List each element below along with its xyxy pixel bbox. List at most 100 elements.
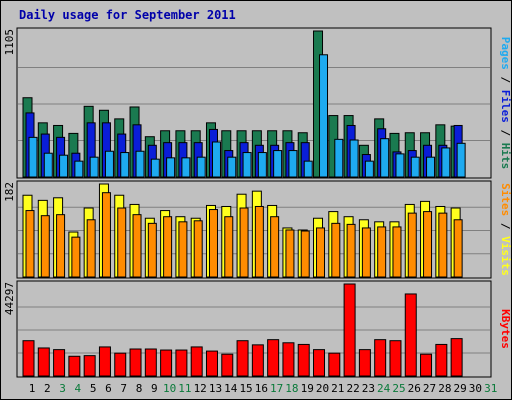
x-tick-label-day-13: 13 [209, 382, 222, 395]
bar-pages-day-12 [196, 156, 206, 178]
bar-pages-day-9 [150, 158, 160, 178]
bar-kbytes-day-15 [236, 340, 249, 377]
bar-kbytes-day-25 [389, 340, 402, 377]
x-tick-label-day-2: 2 [44, 382, 51, 395]
bar-sites-day-16 [254, 205, 264, 278]
bar-pages-day-8 [135, 150, 145, 178]
x-tick-label-day-1: 1 [29, 382, 36, 395]
legend-separator: / [499, 216, 512, 236]
x-tick-label-day-12: 12 [194, 382, 207, 395]
bar-sites-day-11 [178, 221, 188, 278]
bar-pages-day-24 [380, 138, 390, 178]
x-tick-label-day-11: 11 [178, 382, 191, 395]
bar-sites-day-17 [270, 216, 280, 278]
bar-pages-day-10 [166, 157, 176, 178]
bar-pages-day-1 [28, 136, 38, 178]
legend-separator: / [499, 70, 512, 90]
x-tick-label-day-27: 27 [423, 382, 436, 395]
bar-sites-day-15 [239, 207, 249, 278]
legend-entry-pages: Pages [499, 37, 512, 70]
bar-pages-day-15 [242, 152, 252, 178]
x-tick-label-day-3: 3 [59, 382, 66, 395]
bar-kbytes-day-23 [358, 349, 371, 377]
bar-sites-day-14 [224, 216, 234, 278]
x-tick-label-day-22: 22 [346, 382, 359, 395]
bar-kbytes-day-4 [68, 355, 81, 377]
bar-sites-day-9 [147, 222, 157, 278]
bar-kbytes-day-28 [435, 343, 448, 377]
bar-sites-day-19 [300, 230, 310, 278]
bar-kbytes-day-1 [22, 340, 35, 377]
x-tick-label-day-19: 19 [301, 382, 314, 395]
bar-pages-day-29 [456, 142, 466, 178]
x-tick-label-day-8: 8 [136, 382, 143, 395]
bar-pages-day-19 [303, 160, 313, 178]
x-tick-label-day-9: 9 [151, 382, 158, 395]
bar-kbytes-day-6 [98, 346, 111, 377]
x-tick-label-day-18: 18 [285, 382, 298, 395]
x-tick-label-day-26: 26 [408, 382, 421, 395]
bar-kbytes-day-21 [328, 352, 341, 377]
bar-sites-day-26 [407, 212, 417, 278]
bar-kbytes-day-18 [282, 342, 295, 377]
bar-pages-day-27 [426, 156, 436, 178]
x-tick-label-day-17: 17 [270, 382, 283, 395]
bar-pages-day-17 [273, 150, 283, 178]
bar-sites-day-12 [193, 220, 203, 278]
bar-pages-day-7 [120, 152, 130, 178]
bar-kbytes-day-14 [221, 353, 234, 377]
x-tick-label-day-15: 15 [239, 382, 252, 395]
x-tick-label-day-14: 14 [224, 382, 238, 395]
bar-sites-day-13 [208, 209, 218, 278]
x-tick-label-day-24: 24 [377, 382, 391, 395]
bar-pages-day-11 [181, 157, 191, 178]
bar-pages-day-5 [89, 156, 99, 178]
bar-pages-day-22 [349, 139, 359, 178]
legend-entry-visits: Visits [499, 236, 512, 276]
bar-kbytes-day-26 [404, 293, 417, 377]
bar-kbytes-day-20 [313, 349, 326, 377]
x-tick-label-day-20: 20 [316, 382, 329, 395]
x-tick-label-day-29: 29 [454, 382, 467, 395]
bar-kbytes-day-27 [420, 353, 433, 377]
bar-pages-day-26 [410, 156, 420, 178]
x-tick-label-day-21: 21 [331, 382, 344, 395]
bar-sites-day-1 [25, 210, 35, 278]
bar-kbytes-day-10 [160, 349, 173, 377]
bar-sites-day-27 [423, 211, 433, 278]
bar-sites-day-3 [56, 214, 66, 278]
bar-pages-day-23 [364, 160, 374, 178]
x-tick-label-day-6: 6 [105, 382, 112, 395]
legend-kbytes: KBytes [499, 309, 512, 349]
bar-kbytes-day-16 [251, 344, 264, 377]
bar-sites-day-5 [86, 219, 96, 278]
bar-sites-day-20 [316, 227, 326, 278]
legend-entry-sites: Sites [499, 183, 512, 216]
bar-kbytes-day-29 [450, 338, 463, 377]
bar-kbytes-day-9 [144, 348, 157, 377]
bar-pages-day-13 [211, 141, 221, 178]
bar-sites-day-29 [453, 219, 463, 278]
legend-separator: / [499, 123, 512, 143]
legend-entry-kbytes: KBytes [499, 309, 512, 349]
bar-kbytes-day-24 [374, 339, 387, 377]
bar-kbytes-day-13 [205, 350, 218, 377]
x-tick-label-day-31: 31 [484, 382, 497, 395]
y-axis-max-label: 44297 [3, 282, 16, 315]
bar-kbytes-day-7 [114, 352, 127, 377]
bar-sites-day-7 [117, 207, 127, 278]
bar-kbytes-day-19 [297, 343, 310, 377]
bar-pages-day-2 [43, 152, 53, 178]
x-tick-label-day-25: 25 [392, 382, 405, 395]
bar-pages-day-25 [395, 153, 405, 178]
bar-kbytes-day-8 [129, 348, 142, 377]
bar-sites-day-18 [285, 229, 295, 278]
bar-pages-day-6 [104, 150, 114, 178]
legend-entry-hits: Hits [499, 143, 512, 170]
x-tick-label-day-7: 7 [120, 382, 127, 395]
bar-sites-day-8 [132, 214, 142, 278]
bar-sites-day-21 [331, 222, 341, 278]
legend-visits-sites: Sites / Visits [499, 183, 512, 276]
x-tick-label-day-28: 28 [438, 382, 451, 395]
x-tick-label-day-23: 23 [362, 382, 375, 395]
